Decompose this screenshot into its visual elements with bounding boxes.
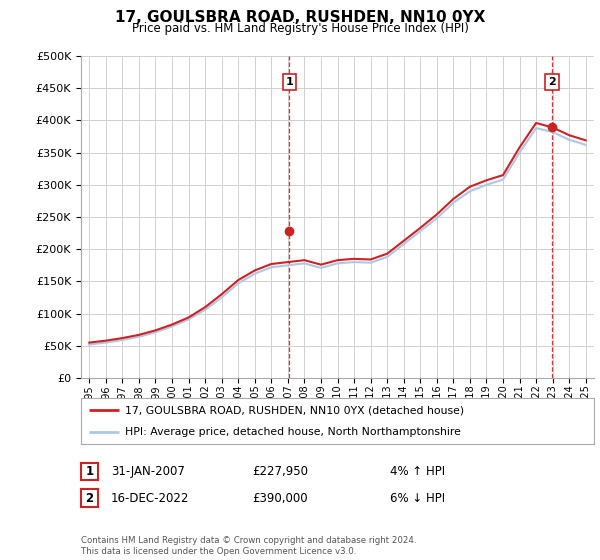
- Text: Contains HM Land Registry data © Crown copyright and database right 2024.
This d: Contains HM Land Registry data © Crown c…: [81, 536, 416, 556]
- Text: 16-DEC-2022: 16-DEC-2022: [111, 492, 190, 505]
- Text: 1: 1: [85, 465, 94, 478]
- Text: 4% ↑ HPI: 4% ↑ HPI: [390, 465, 445, 478]
- Text: 17, GOULSBRA ROAD, RUSHDEN, NN10 0YX: 17, GOULSBRA ROAD, RUSHDEN, NN10 0YX: [115, 10, 485, 25]
- Text: HPI: Average price, detached house, North Northamptonshire: HPI: Average price, detached house, Nort…: [125, 427, 460, 437]
- Text: 17, GOULSBRA ROAD, RUSHDEN, NN10 0YX (detached house): 17, GOULSBRA ROAD, RUSHDEN, NN10 0YX (de…: [125, 405, 464, 416]
- Text: 31-JAN-2007: 31-JAN-2007: [111, 465, 185, 478]
- Text: Price paid vs. HM Land Registry's House Price Index (HPI): Price paid vs. HM Land Registry's House …: [131, 22, 469, 35]
- Text: £227,950: £227,950: [252, 465, 308, 478]
- Text: 6% ↓ HPI: 6% ↓ HPI: [390, 492, 445, 505]
- Text: 2: 2: [85, 492, 94, 505]
- Text: £390,000: £390,000: [252, 492, 308, 505]
- Text: 1: 1: [286, 77, 293, 87]
- Text: 2: 2: [548, 77, 556, 87]
